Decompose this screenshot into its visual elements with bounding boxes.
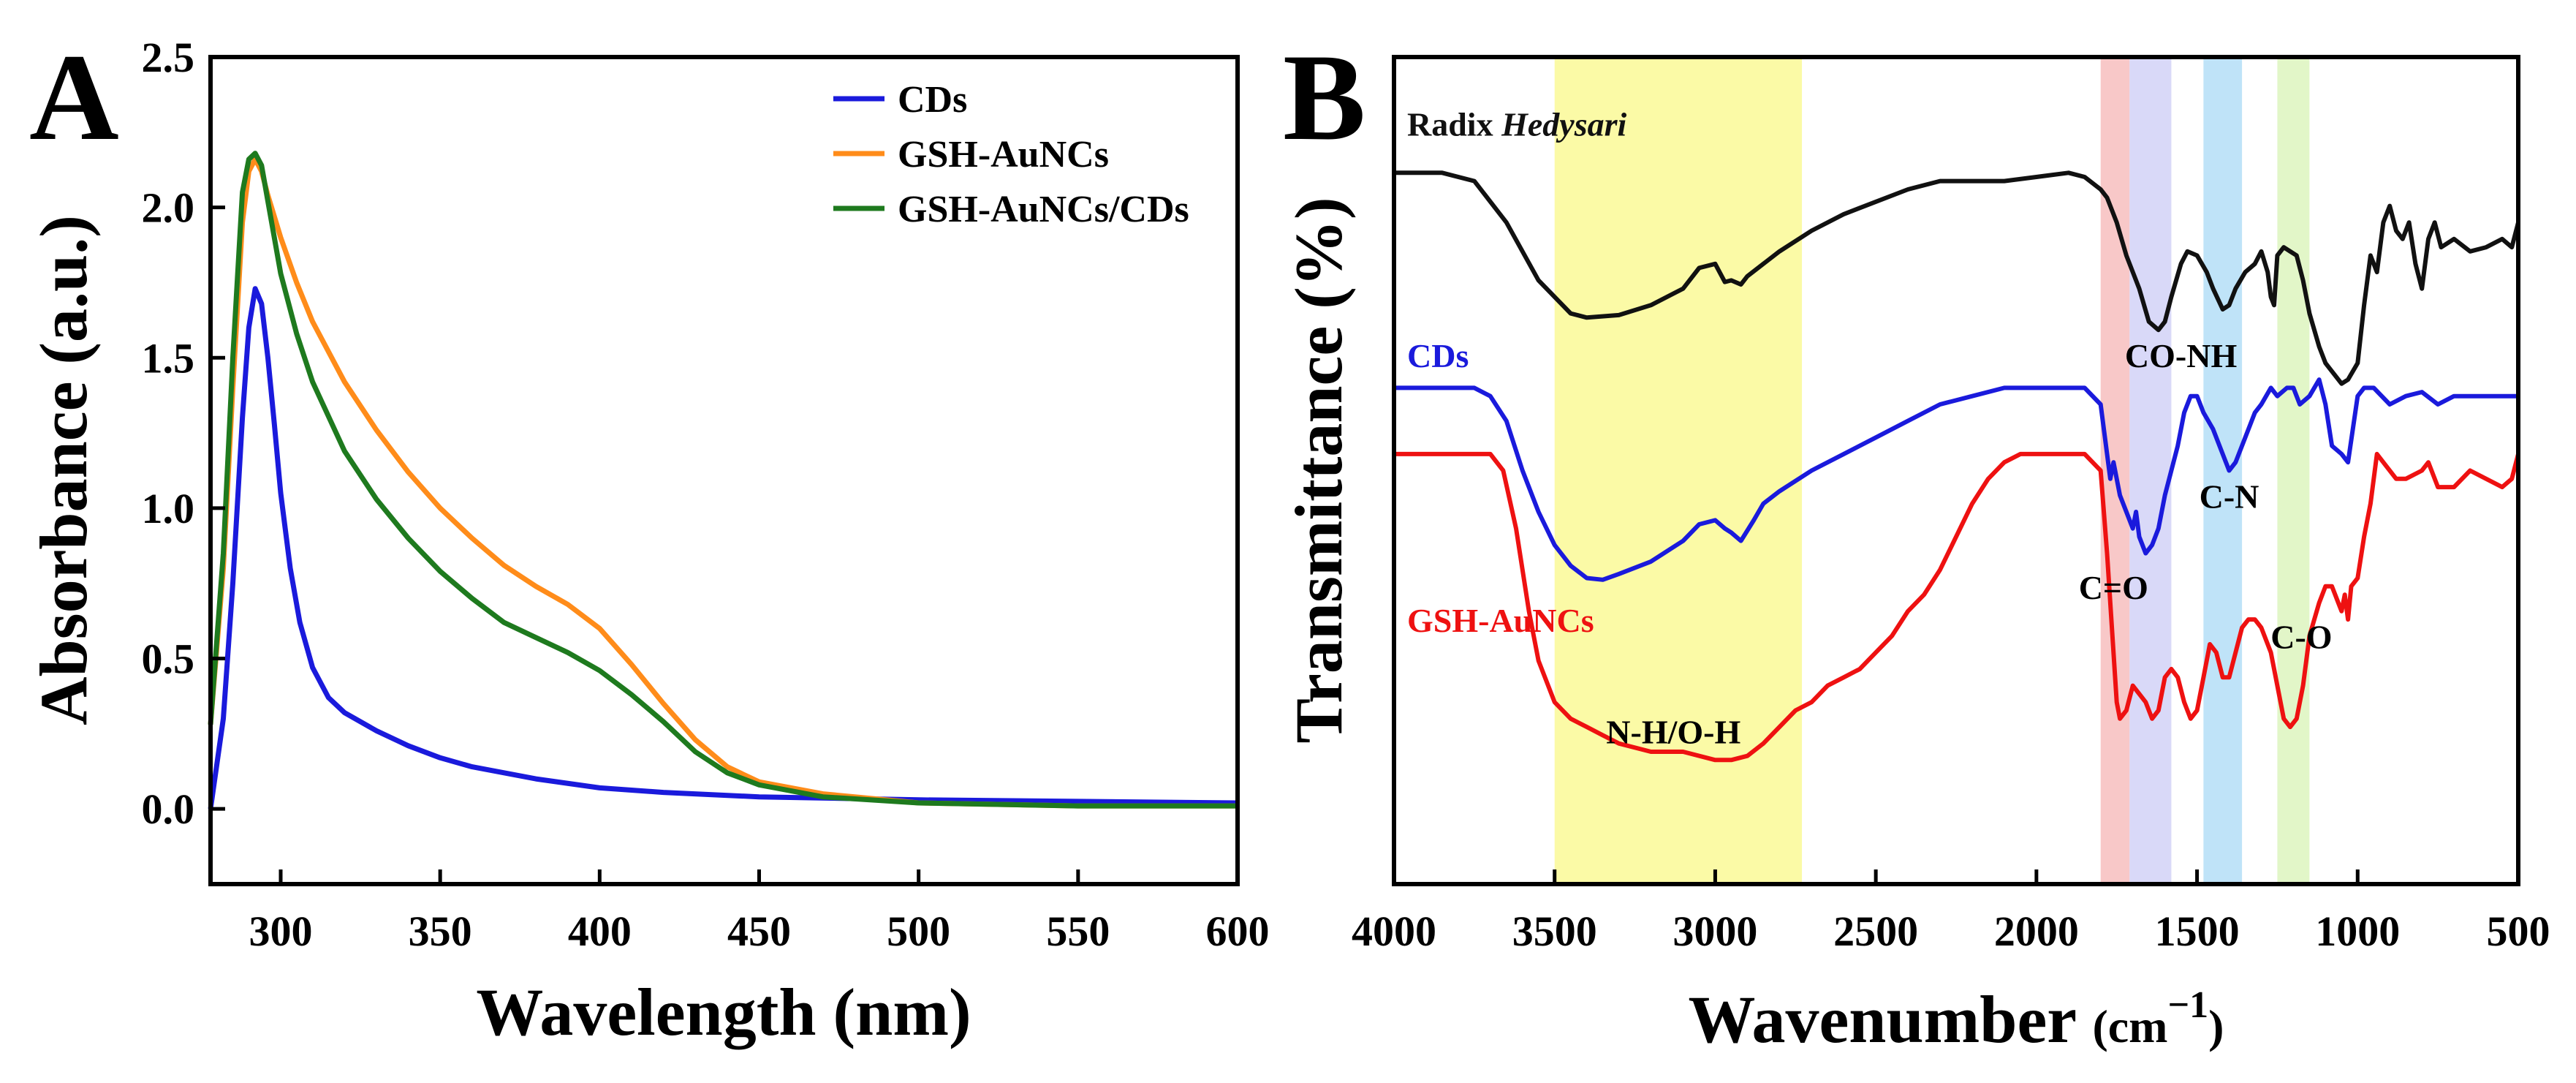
panel-b-series-line <box>1394 451 2520 763</box>
panel-b-x-axis-label: Wavenumber (cm−1) <box>1689 982 2224 1057</box>
panel-a-x-tick-label: 300 <box>249 907 312 955</box>
panel-b-series-label: Radix Hedysari <box>1407 105 1627 143</box>
panel-b-band-annotation: C-O <box>2270 619 2332 656</box>
panel-a-x-tick-label: 550 <box>1046 907 1110 955</box>
panel-b-series-line <box>1394 377 2518 582</box>
panel-b-band-annotation: C-N <box>2200 478 2259 515</box>
panel-a-y-axis-label: Absorbance (a.u.) <box>26 215 101 725</box>
panel-b-x-axis-label-main: Wavenumber <box>1689 982 2076 1057</box>
panel-a-x-tick-label: 500 <box>887 907 950 955</box>
panel-b-series-label-text: Radix <box>1407 105 1501 143</box>
panel-a-x-tick-label: 350 <box>409 907 472 955</box>
panel-b-x-axis-label-sup: −1 <box>2167 984 2208 1026</box>
panel-a-series-line <box>208 286 1238 810</box>
panel-a-y-tick-label: 2.5 <box>142 34 195 81</box>
panel-a-series-line <box>208 156 1238 809</box>
panel-a-x-tick-label: 450 <box>727 907 791 955</box>
panel-a-legend: CDs GSH-AuNCs GSH-AuNCs/CDs <box>833 79 1189 230</box>
panel-a-y-tick-label: 1.5 <box>142 334 195 382</box>
panel-a-x-tick-label: 400 <box>568 907 632 955</box>
panel-b-series-label: GSH-AuNCs <box>1407 602 1594 639</box>
panel-b-x-tick-label: 3000 <box>1672 907 1757 955</box>
panel-a-x-tick-label: 600 <box>1206 907 1270 955</box>
panel-b-series-label-italic: Hedysari <box>1501 105 1626 143</box>
panel-a-legend-label: GSH-AuNCs/CDs <box>898 189 1189 230</box>
panel-b-series-label-text: CDs <box>1407 337 1469 374</box>
panel-b: B CO-NH C-N C=O C-O N-H/O-H Radix Hedysari CD… <box>1281 29 2550 1057</box>
panel-a-y-tick-label: 0.5 <box>142 635 195 683</box>
panel-b-x-axis-label-close: ) <box>2208 1000 2224 1052</box>
panel-a-frame <box>208 55 1240 886</box>
panel-a-y-tick-label: 2.0 <box>142 184 195 232</box>
panel-b-x-axis-label-unit: (cm <box>2092 1000 2167 1052</box>
panel-b-highlight-band <box>2277 57 2310 884</box>
panel-a-label: A <box>29 29 119 166</box>
panel-b-highlight-band <box>2203 57 2243 884</box>
panel-b-band-annotation: N-H/O-H <box>1606 714 1740 751</box>
panel-b-x-tick-label: 4000 <box>1352 907 1436 955</box>
panel-a: A 300 350 400 450 500 550 600 0.0 0.5 1.0 1.5 2.0 2… <box>26 29 1270 1049</box>
panel-b-x-tick-label: 500 <box>2487 907 2550 955</box>
panel-b-highlight-band <box>2129 57 2172 884</box>
panel-a-legend-label: CDs <box>898 79 967 121</box>
panel-a-series-line <box>208 151 1238 809</box>
panel-b-x-tick-label: 1000 <box>2315 907 2400 955</box>
panel-b-x-tick-label: 2500 <box>1833 907 1918 955</box>
panel-b-band-annotation: C=O <box>2079 569 2148 606</box>
panel-b-series-label: CDs <box>1407 337 1469 374</box>
panel-b-x-tick-label: 2000 <box>1994 907 2079 955</box>
panel-b-x-tick-label: 1500 <box>2155 907 2240 955</box>
panel-b-highlight-band <box>1554 57 1803 884</box>
panel-a-y-tick-label: 1.0 <box>142 485 195 532</box>
panel-b-series-line <box>1394 170 2520 386</box>
panel-b-series-label-text: GSH-AuNCs <box>1407 602 1594 639</box>
panel-b-frame <box>1392 55 2520 886</box>
panel-b-y-axis-label: Transmittance (%) <box>1281 197 1356 744</box>
panel-a-y-tick-label: 0.0 <box>142 785 195 833</box>
panel-b-x-tick-label: 3500 <box>1512 907 1597 955</box>
panel-b-band-annotation: CO-NH <box>2125 337 2238 374</box>
panel-b-label: B <box>1283 29 1365 166</box>
panel-a-x-axis-label: Wavelength (nm) <box>476 975 971 1049</box>
panel-a-legend-label: GSH-AuNCs <box>898 134 1109 176</box>
